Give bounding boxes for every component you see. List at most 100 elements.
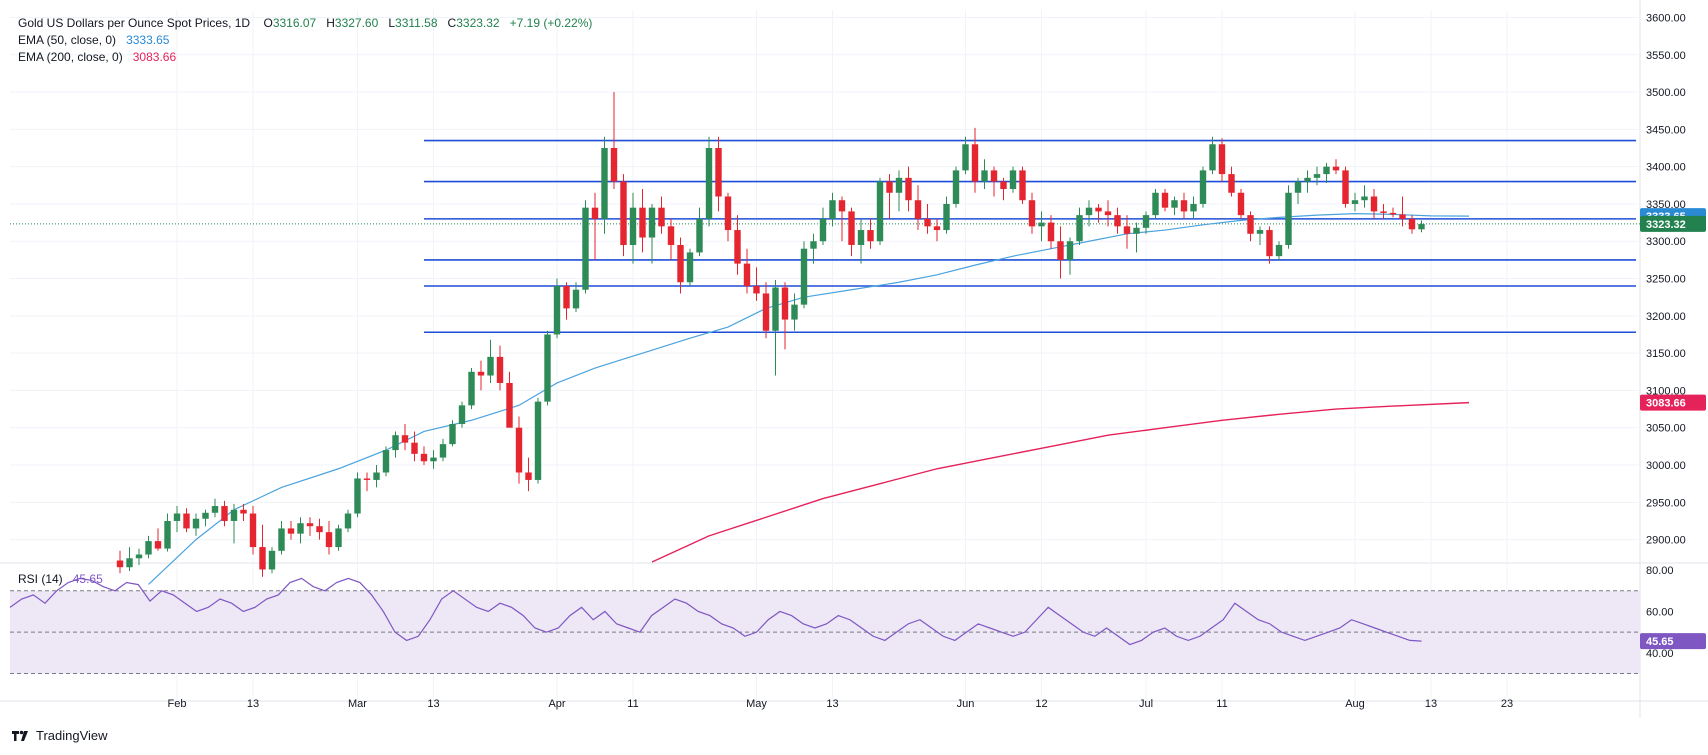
candle-body xyxy=(971,144,979,182)
candle-body xyxy=(1104,211,1112,216)
candle-body xyxy=(1285,192,1292,245)
candle-up xyxy=(449,420,456,447)
candle-body xyxy=(1313,174,1321,178)
candle-body xyxy=(401,435,409,443)
candle-up xyxy=(173,506,181,533)
candle-down xyxy=(1000,177,1007,201)
candle-body xyxy=(382,450,390,473)
price-tick-label: 3500.00 xyxy=(1646,87,1686,99)
candle-up xyxy=(1152,189,1159,219)
price-tick-label: 3300.00 xyxy=(1646,236,1686,248)
candle-down xyxy=(1266,226,1273,264)
candle-body xyxy=(601,148,608,219)
candle-up xyxy=(468,368,475,410)
candle-body xyxy=(1408,218,1416,230)
candle-up xyxy=(544,330,551,406)
candle-down xyxy=(1047,215,1055,249)
candle-body xyxy=(1123,226,1131,234)
candle-down xyxy=(1247,211,1254,242)
rsi-legend: RSI (14) 45.65 xyxy=(18,572,103,586)
candle-body xyxy=(1218,144,1226,175)
candle-body xyxy=(506,382,513,428)
candle-up xyxy=(601,136,608,234)
candle-up xyxy=(943,196,950,234)
candle-up xyxy=(705,136,713,227)
candle-body xyxy=(325,532,333,548)
candle-body xyxy=(990,170,998,182)
candle-body xyxy=(1256,230,1264,234)
candle-body xyxy=(933,226,941,231)
candle-up xyxy=(126,547,133,571)
candle-down xyxy=(886,174,893,219)
candle-up xyxy=(164,513,171,552)
candle-down xyxy=(287,520,295,540)
candle-down xyxy=(1237,189,1245,219)
candle-body xyxy=(572,289,580,309)
candle-up xyxy=(810,233,817,264)
price-tick-label: 3100.00 xyxy=(1646,385,1686,397)
candle-body xyxy=(1180,200,1188,212)
price-tag-ema200: 3083.66 xyxy=(1640,394,1706,411)
candle-body xyxy=(772,287,779,331)
candle-body xyxy=(525,472,532,480)
candle-down xyxy=(506,371,513,428)
candle-down xyxy=(496,345,504,391)
candle-down xyxy=(1380,203,1387,219)
candle-up xyxy=(582,200,589,294)
candle-down xyxy=(316,518,323,540)
candle-up xyxy=(382,446,390,477)
candle-body xyxy=(1361,196,1368,201)
candle-body xyxy=(1209,144,1216,171)
candle-body xyxy=(1028,200,1036,227)
candle-body xyxy=(667,226,675,245)
candle-body xyxy=(762,293,770,331)
candle-body xyxy=(164,520,171,549)
rsi-tick-label: 80.00 xyxy=(1646,565,1674,577)
tradingview-brand[interactable]: TradingView xyxy=(12,728,108,743)
candle-down xyxy=(848,207,855,257)
candle-body xyxy=(962,144,969,171)
candle-body xyxy=(1171,200,1178,208)
candle-body xyxy=(316,526,323,533)
rsi-pane xyxy=(9,577,1640,674)
candle-body xyxy=(1275,244,1283,257)
candle-up xyxy=(297,517,304,544)
candle-up xyxy=(829,192,836,227)
low-label: L xyxy=(388,16,396,30)
candle-down xyxy=(610,92,618,190)
candle-up xyxy=(1190,196,1197,219)
candle-body xyxy=(629,207,637,245)
candle-down xyxy=(515,416,523,484)
candle-down xyxy=(905,166,912,212)
candle-down xyxy=(259,524,266,577)
candle-body xyxy=(1418,224,1425,230)
candle-body xyxy=(116,560,124,568)
price-tag-label: 3323.32 xyxy=(1646,219,1686,231)
candle-body xyxy=(335,528,342,548)
candle-body xyxy=(354,478,361,514)
candle-up xyxy=(1256,226,1264,245)
candle-down xyxy=(363,472,371,492)
candle-down xyxy=(221,500,228,527)
candle-body xyxy=(1266,230,1273,257)
candle-body xyxy=(221,506,228,521)
candle-down xyxy=(762,282,770,339)
candle-down xyxy=(914,185,922,231)
candle-down xyxy=(249,506,257,555)
price-axis: 3600.00 3550.00 3500.00 3450.00 3400.00 3350.… xyxy=(1646,12,1686,659)
candle-body xyxy=(230,509,238,521)
candle-down xyxy=(116,550,124,574)
price-tick-label: 2950.00 xyxy=(1646,497,1686,509)
rsi-line xyxy=(9,577,1422,646)
candle-body xyxy=(1114,215,1121,227)
candle-up xyxy=(335,524,342,551)
candle-down xyxy=(971,127,979,193)
candle-body xyxy=(743,263,751,286)
candle-up xyxy=(648,203,656,264)
candle-body xyxy=(724,196,732,231)
ema200-value: 3083.66 xyxy=(132,50,177,64)
candle-body xyxy=(943,203,950,231)
candle-up xyxy=(791,293,798,331)
candle-up xyxy=(1275,241,1283,260)
